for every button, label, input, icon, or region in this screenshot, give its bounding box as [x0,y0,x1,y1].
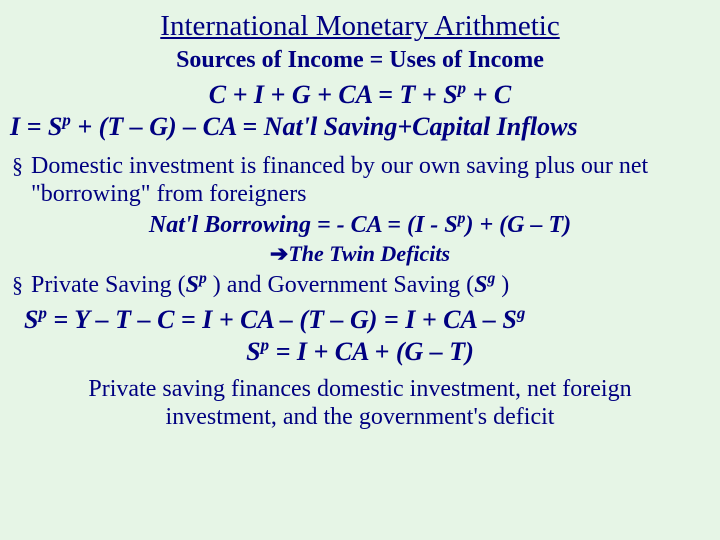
eqb-pre: Nat'l Borrowing = - CA = (I - S [149,212,458,238]
b2-t2: ) and Government Saving ( [207,272,474,298]
arrow-icon: ➔ [270,241,288,266]
b2-t3: ) [495,272,509,298]
twin-text: The Twin Deficits [288,241,450,266]
b2-s1: S [186,272,199,298]
equation-1: C + I + G + CA = T + Sp + C [6,80,714,110]
sp1-sup2: g [517,303,525,322]
eq2-pre: I = S [10,112,62,141]
bullet-1-text: Domestic investment is financed by our o… [31,152,708,208]
sp1-sup1: p [38,303,46,322]
eq1-pre: C + I + G + CA = T + S [209,80,458,109]
equation-sp-final: Sp = I + CA + (G – T) [6,337,714,367]
eqb-post: ) + (G – T) [465,212,571,238]
eq1-sup: p [458,78,466,97]
bullet-2-text: Private Saving (Sp ) and Government Savi… [31,271,509,299]
sp2-pre: S [246,337,260,366]
bullet-2-row: § Private Saving (Sp ) and Government Sa… [12,271,708,299]
eq1-post: + C [466,80,511,109]
b2-sup1: p [199,270,207,287]
closing-text: Private saving finances domestic investm… [36,375,684,431]
square-bullet-icon: § [12,152,23,180]
eq2-sup: p [62,110,70,129]
sp1-pre: S [24,305,38,334]
sp1-mid: = Y – T – C = I + CA – (T – G) = I + CA … [47,305,517,334]
equation-borrowing: Nat'l Borrowing = - CA = (I - Sp) + (G –… [6,212,714,239]
sp2-sup: p [261,335,269,354]
bullet-1-row: § Domestic investment is financed by our… [12,152,708,208]
b2-t1: Private Saving ( [31,272,186,298]
equation-2: I = Sp + (T – G) – CA = Nat'l Saving+Cap… [10,112,714,142]
equation-sp-expanded: Sp = Y – T – C = I + CA – (T – G) = I + … [24,305,714,335]
subtitle: Sources of Income = Uses of Income [6,47,714,74]
square-bullet-icon: § [12,271,23,299]
page-title: International Monetary Arithmetic [6,10,714,43]
eq2-post: + (T – G) – CA = Nat'l Saving+Capital In… [71,112,578,141]
twin-deficits: ➔The Twin Deficits [6,241,714,267]
sp2-post: = I + CA + (G – T) [269,337,474,366]
b2-s2: S [474,272,487,298]
